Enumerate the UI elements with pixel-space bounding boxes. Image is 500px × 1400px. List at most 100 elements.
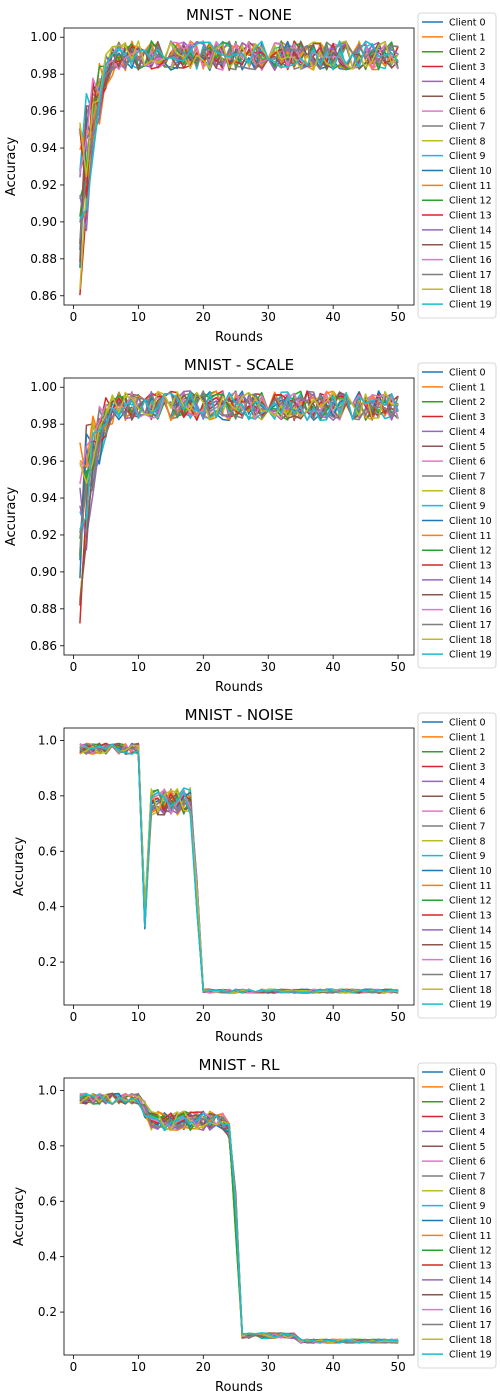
x-tick-label: 10	[131, 660, 146, 674]
y-tick-label: 0.96	[30, 454, 57, 468]
legend-label: Client 19	[449, 1350, 492, 1361]
series-line-client-7	[79, 1092, 399, 1344]
y-tick-label: 0.94	[30, 491, 57, 505]
legend-label: Client 15	[449, 1290, 492, 1301]
legend-label: Client 0	[449, 1068, 486, 1079]
legend-label: Client 14	[449, 225, 492, 236]
y-tick-label: 0.86	[30, 639, 57, 653]
plot-frame	[63, 377, 415, 656]
x-tick-label: 20	[196, 1010, 211, 1024]
legend-label: Client 17	[449, 970, 492, 981]
series-line-client-18	[79, 743, 399, 994]
legend-label: Client 5	[449, 1142, 486, 1153]
legend-label: Client 1	[449, 732, 486, 743]
legend-label: Client 17	[449, 620, 492, 631]
legend-label: Client 5	[449, 442, 486, 453]
legend-label: Client 8	[449, 836, 486, 847]
series-line-client-3	[79, 390, 399, 606]
legend-label: Client 19	[449, 1000, 492, 1011]
legend-label: Client 4	[449, 1127, 486, 1138]
x-tick-label: 30	[261, 660, 276, 674]
legend-label: Client 5	[449, 92, 486, 103]
legend-label: Client 9	[449, 851, 486, 862]
legend-label: Client 0	[449, 18, 486, 29]
series-line-client-11	[79, 743, 399, 994]
legend-label: Client 18	[449, 985, 492, 996]
legend-label: Client 4	[449, 427, 486, 438]
legend-label: Client 10	[449, 166, 492, 177]
legend-label: Client 6	[449, 1157, 486, 1168]
legend-label: Client 11	[449, 881, 492, 892]
y-tick-label: 1.0	[38, 733, 57, 747]
legend-label: Client 8	[449, 486, 486, 497]
series-line-client-8	[79, 744, 399, 994]
legend-label: Client 2	[449, 1097, 486, 1108]
y-tick-label: 0.4	[38, 1250, 57, 1264]
plot-frame	[63, 727, 415, 1006]
series-line-client-2	[79, 1093, 399, 1344]
legend-label: Client 17	[449, 270, 492, 281]
chart-panel-0: MNIST - NONE 0 10 20 30 40 50 0.86 0.88 0.90 0.92 0…	[4, 6, 497, 345]
y-tick-label: 1.00	[30, 380, 57, 394]
x-tick-label: 40	[326, 310, 341, 324]
series-line-client-12	[79, 1092, 399, 1344]
legend-label: Client 18	[449, 635, 492, 646]
y-axis-label: Accuracy	[4, 137, 19, 197]
series-group	[79, 1092, 399, 1344]
legend-label: Client 1	[449, 32, 486, 43]
y-axis-label: Accuracy	[12, 1187, 27, 1247]
series-line-client-1	[79, 742, 399, 994]
y-tick-label: 0.88	[30, 602, 57, 616]
legend-label: Client 2	[449, 47, 486, 58]
series-line-client-15	[79, 742, 399, 994]
series-line-client-17	[79, 41, 399, 241]
y-tick-label: 0.8	[38, 1139, 57, 1153]
y-tick-label: 0.8	[38, 789, 57, 803]
series-line-client-19	[79, 743, 399, 994]
legend-label: Client 8	[449, 136, 486, 147]
legend-box	[417, 1062, 497, 1369]
x-axis-label: Rounds	[215, 1380, 263, 1395]
legend-label: Client 15	[449, 240, 492, 251]
x-axis-label: Rounds	[215, 330, 263, 345]
series-line-client-15	[79, 391, 399, 603]
legend-label: Client 19	[449, 300, 492, 311]
series-line-client-18	[79, 1093, 399, 1344]
series-line-client-13	[79, 744, 399, 994]
legend-label: Client 11	[449, 1231, 492, 1242]
series-line-client-14	[79, 40, 399, 232]
series-line-client-8	[79, 391, 399, 600]
y-tick-label: 0.98	[30, 67, 57, 81]
x-tick-label: 20	[196, 310, 211, 324]
series-line-client-13	[79, 390, 399, 624]
legend-label: Client 16	[449, 605, 492, 616]
legend-label: Client 17	[449, 1320, 492, 1331]
chart-panel-1: MNIST - SCALE 0 10 20 30 40 50 0.86 0.88 0.90 0.92…	[4, 356, 497, 695]
series-line-client-2	[79, 40, 399, 200]
legend-label: Client 0	[449, 368, 486, 379]
legend-label: Client 9	[449, 501, 486, 512]
series-line-client-10	[79, 1092, 399, 1344]
series-group	[79, 742, 399, 994]
legend-label: Client 1	[449, 382, 486, 393]
series-line-client-0	[79, 743, 399, 994]
series-line-client-2	[79, 742, 399, 994]
series-line-client-6	[79, 742, 399, 994]
series-line-client-17	[79, 743, 399, 994]
legend-label: Client 14	[449, 1275, 492, 1286]
series-group	[79, 390, 399, 624]
series-line-client-8	[79, 1093, 399, 1344]
legend-box	[417, 12, 497, 319]
x-tick-label: 20	[196, 1360, 211, 1374]
series-line-client-0	[79, 1093, 399, 1344]
y-tick-label: 0.2	[38, 955, 57, 969]
y-axis-label: Accuracy	[12, 837, 27, 897]
series-line-client-3	[79, 40, 399, 296]
x-tick-label: 0	[70, 1010, 78, 1024]
chart-title: MNIST - SCALE	[184, 356, 294, 374]
x-axis-label: Rounds	[215, 680, 263, 695]
series-line-client-15	[79, 1092, 399, 1344]
y-tick-label: 0.90	[30, 565, 57, 579]
legend-label: Client 4	[449, 77, 486, 88]
y-tick-label: 0.88	[30, 252, 57, 266]
